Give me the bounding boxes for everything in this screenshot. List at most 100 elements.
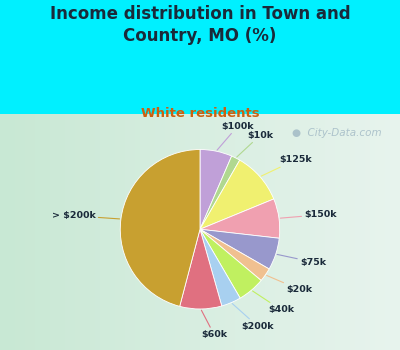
Bar [130, 114, 136, 350]
Bar [365, 114, 371, 350]
Bar [300, 114, 306, 350]
Bar [230, 114, 236, 350]
Bar [120, 114, 126, 350]
Bar [140, 114, 146, 350]
Bar [315, 114, 321, 350]
Bar [55, 114, 61, 350]
Bar [220, 114, 226, 350]
Bar [345, 114, 351, 350]
Bar [385, 114, 391, 350]
Bar [210, 114, 216, 350]
Wedge shape [200, 229, 269, 280]
Bar [80, 114, 86, 350]
Bar [85, 114, 91, 350]
Text: ●  City-Data.com: ● City-Data.com [292, 128, 382, 138]
Bar [290, 114, 296, 350]
Wedge shape [200, 229, 240, 306]
Bar [175, 114, 181, 350]
Bar [375, 114, 381, 350]
Bar [265, 114, 271, 350]
Bar [335, 114, 341, 350]
Bar [90, 114, 96, 350]
Wedge shape [200, 229, 279, 269]
Bar [45, 114, 51, 350]
Bar [5, 114, 11, 350]
Bar [395, 114, 400, 350]
Bar [185, 114, 191, 350]
Bar [70, 114, 76, 350]
Wedge shape [180, 229, 222, 309]
Bar [275, 114, 281, 350]
Text: $100k: $100k [217, 122, 254, 150]
Text: > $200k: > $200k [52, 211, 120, 220]
Bar [190, 114, 196, 350]
Bar [75, 114, 81, 350]
Bar [355, 114, 361, 350]
Text: $40k: $40k [252, 291, 294, 314]
Bar [125, 114, 131, 350]
Bar [95, 114, 101, 350]
Text: $150k: $150k [280, 210, 337, 219]
Bar [305, 114, 311, 350]
Bar [30, 114, 36, 350]
Bar [370, 114, 376, 350]
Bar [15, 114, 21, 350]
Text: White residents: White residents [141, 107, 259, 120]
Bar [200, 114, 206, 350]
Bar [110, 114, 116, 350]
Bar [180, 114, 186, 350]
Bar [100, 114, 106, 350]
Bar [40, 114, 46, 350]
Bar [260, 114, 266, 350]
Bar [360, 114, 366, 350]
Bar [325, 114, 331, 350]
Text: Income distribution in Town and
Country, MO (%): Income distribution in Town and Country,… [50, 5, 350, 45]
Bar [20, 114, 26, 350]
Wedge shape [200, 156, 240, 229]
Bar [310, 114, 316, 350]
Bar [225, 114, 231, 350]
Bar [60, 114, 66, 350]
Bar [280, 114, 286, 350]
Bar [135, 114, 141, 350]
Bar [330, 114, 336, 350]
Bar [115, 114, 121, 350]
Wedge shape [200, 160, 274, 229]
Bar [390, 114, 396, 350]
Bar [250, 114, 256, 350]
Text: $125k: $125k [261, 155, 312, 176]
Bar [105, 114, 111, 350]
Bar [380, 114, 386, 350]
Bar [235, 114, 241, 350]
Text: $10k: $10k [237, 131, 273, 157]
Bar [25, 114, 31, 350]
Text: $20k: $20k [267, 275, 312, 294]
Bar [170, 114, 176, 350]
Bar [65, 114, 71, 350]
Bar [295, 114, 301, 350]
Bar [215, 114, 221, 350]
Wedge shape [120, 149, 200, 306]
Bar [35, 114, 41, 350]
Bar [145, 114, 151, 350]
Wedge shape [200, 199, 280, 238]
Text: $60k: $60k [201, 310, 227, 339]
Bar [0, 114, 6, 350]
Bar [160, 114, 166, 350]
Bar [270, 114, 276, 350]
Bar [320, 114, 326, 350]
Wedge shape [200, 229, 261, 298]
Bar [245, 114, 251, 350]
Bar [150, 114, 156, 350]
Bar [285, 114, 291, 350]
Text: $200k: $200k [232, 303, 274, 331]
Bar [205, 114, 211, 350]
Bar [195, 114, 201, 350]
Bar [255, 114, 261, 350]
Bar [340, 114, 346, 350]
Bar [350, 114, 356, 350]
Wedge shape [200, 149, 232, 229]
Bar [155, 114, 161, 350]
Bar [50, 114, 56, 350]
Text: $75k: $75k [277, 254, 326, 267]
